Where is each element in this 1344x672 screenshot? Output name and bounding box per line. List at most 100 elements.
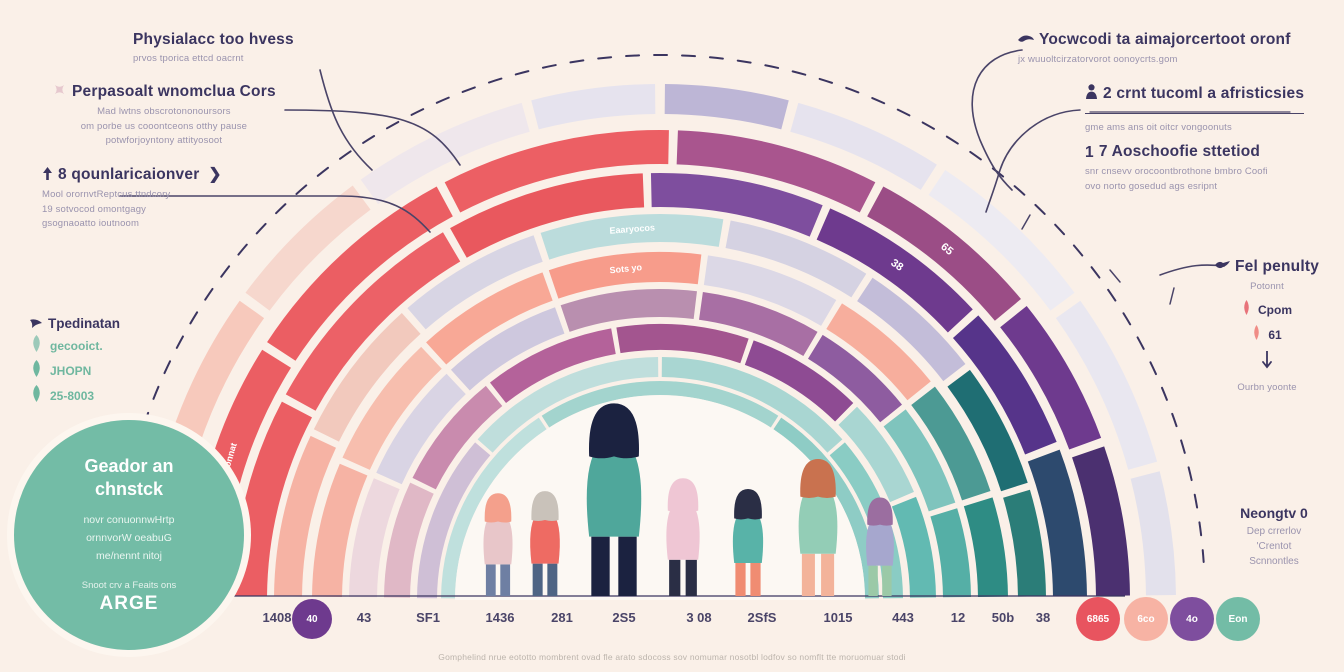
figure-hair bbox=[484, 493, 512, 523]
figure-hair bbox=[734, 489, 762, 520]
axis-tick-label: 43 bbox=[356, 610, 372, 625]
callout-heading: Fel penulty bbox=[1215, 258, 1319, 277]
legend-key-dot[interactable]: 6co bbox=[1124, 597, 1168, 641]
leader-line-2 bbox=[284, 109, 461, 166]
figure-hair bbox=[800, 459, 836, 499]
figure-body bbox=[732, 513, 764, 563]
figure-hair bbox=[531, 491, 559, 522]
arc-segment bbox=[616, 324, 749, 364]
arc-segment bbox=[349, 478, 400, 598]
arc-segment bbox=[725, 220, 867, 298]
person-icon bbox=[1085, 84, 1098, 104]
axis-tick-label: 2SfS bbox=[747, 610, 777, 625]
arc-segment bbox=[1003, 489, 1046, 597]
arc-segment bbox=[891, 496, 936, 598]
callout-physical-harms: Physialacc too hvess prvos tporica ettcd… bbox=[133, 31, 294, 67]
arc-ring-ring-3-light-teal-band: Eaaryocos bbox=[274, 214, 1046, 597]
callout-heading-text: Perpasoalt wnomclua Cors bbox=[72, 83, 276, 100]
arc-segment bbox=[313, 313, 421, 442]
arc-segment bbox=[790, 102, 937, 190]
badge-title: Geador an chnstck bbox=[84, 456, 174, 499]
figure-silhouette bbox=[666, 478, 700, 596]
arc-segment bbox=[947, 369, 1028, 492]
dashed-guide-arc bbox=[115, 54, 1205, 563]
arc-segment bbox=[274, 435, 336, 597]
arc-segment bbox=[376, 373, 466, 485]
arc-ring-ring-6-magenta bbox=[384, 324, 936, 598]
callout-qualification-gap: 8 qounlaricaionver ❯ Mool orornvtReptcus… bbox=[42, 166, 222, 232]
dove-icon bbox=[1215, 259, 1230, 277]
axis-tick-label: 50b bbox=[991, 610, 1015, 625]
figure-silhouette bbox=[586, 403, 642, 596]
figure-body bbox=[866, 519, 894, 566]
axis-marker-dot[interactable]: 40 bbox=[292, 599, 332, 639]
arc-segment bbox=[911, 386, 991, 501]
arc-segment bbox=[342, 346, 442, 470]
mini-legend-label: gecooict. bbox=[50, 339, 103, 353]
arc-segment bbox=[676, 130, 876, 213]
legend-key-dot[interactable]: 4o bbox=[1170, 597, 1214, 641]
petal-icon bbox=[1242, 299, 1251, 320]
side-note-body: Dep crrerlov 'Crentot Scnnontles bbox=[1246, 526, 1302, 567]
arc-ring-outer-dashed-guide bbox=[115, 54, 1205, 563]
arc-segment bbox=[407, 235, 543, 330]
callout-body: Mad lwtns obscrotononoursors om porbe us… bbox=[80, 105, 248, 147]
callout-heading: 8 qounlaricaionver ❯ bbox=[42, 166, 222, 185]
badge-subtitle: novr conuonnwHrtp ornnvorW oeabuG me/nen… bbox=[83, 514, 175, 562]
arc-segment bbox=[360, 102, 530, 205]
figure-hair bbox=[667, 478, 699, 512]
gender-badge: Geador an chnstck novr conuonnwHrtp ornn… bbox=[14, 420, 244, 650]
arc-segment bbox=[531, 84, 656, 130]
figure-silhouette bbox=[798, 459, 838, 596]
callout-heading-text: 2 crnt tucoml a afristicsies bbox=[1103, 85, 1305, 102]
figure-body bbox=[586, 446, 642, 537]
arc-segment bbox=[857, 277, 966, 382]
arc-segment-label: 65 bbox=[938, 241, 955, 258]
arc-segment bbox=[952, 315, 1057, 455]
mini-legend-heading-text: Tpedinatan bbox=[48, 316, 121, 331]
legend-key-dot[interactable]: 6865 bbox=[1076, 597, 1120, 641]
callout-heading-text: Fel penulty bbox=[1235, 258, 1320, 275]
badge-value: ARGE bbox=[99, 592, 159, 614]
callout-heading: Yocwcodi ta aimajorcertoot oronf bbox=[1018, 31, 1291, 50]
arc-segment bbox=[867, 186, 1021, 321]
callout-body: snr cnsevv orocoontbrothone bmbro Coofi … bbox=[1085, 165, 1268, 192]
figure-body bbox=[530, 514, 560, 564]
arc-segment bbox=[699, 291, 818, 356]
arc-segment bbox=[477, 357, 659, 453]
arc-ring-ring-5-lavender bbox=[349, 289, 971, 598]
figure-legs bbox=[669, 559, 697, 596]
footer-caption: Gomphelind nrue eototto mombrent ovad fl… bbox=[438, 652, 906, 662]
fel-penalty-arrow-icon bbox=[1215, 349, 1319, 378]
arc-segment bbox=[1130, 471, 1176, 596]
chevron-right-icon: ❯ bbox=[203, 166, 222, 183]
figure-legs bbox=[868, 565, 892, 596]
figure-silhouette bbox=[483, 493, 513, 596]
arc-segment bbox=[444, 130, 669, 213]
callout-personal-momentum-cost: Perpasoalt wnomclua Cors Mad lwtns obscr… bbox=[52, 82, 276, 149]
arc-segment bbox=[441, 417, 547, 599]
tick-mark-b bbox=[1109, 269, 1121, 283]
legend-key-dot[interactable]: Eon bbox=[1216, 597, 1260, 641]
tick-mark-c bbox=[1021, 214, 1031, 230]
axis-tick-label: 1408 bbox=[262, 610, 292, 625]
mini-legend-row: gecooict. bbox=[30, 335, 120, 357]
wing-icon bbox=[1018, 32, 1034, 50]
fel-penalty-item-list: Cpom 61 bbox=[1215, 299, 1319, 345]
arc-segment bbox=[489, 328, 616, 404]
arc-segment bbox=[826, 303, 931, 401]
arrow-up-icon bbox=[42, 167, 53, 185]
arc-segment bbox=[808, 334, 902, 423]
axis-tick-label: 2S5 bbox=[612, 610, 636, 625]
figure-legs bbox=[735, 563, 761, 596]
leaf-icon bbox=[30, 335, 43, 357]
arc-segment bbox=[426, 272, 553, 365]
callout-body: Potonnt bbox=[1250, 280, 1284, 292]
callout-heading-text: 7 Aoschoofie sttetiod bbox=[1098, 143, 1261, 160]
arc-segment bbox=[744, 340, 854, 422]
fel-penalty-note: Ourbn yoonte bbox=[1237, 381, 1297, 393]
bottom-axis: 1408 43 SF1 1436 281 2S5 3 08 2SfS 1015 443 12 50b 3… bbox=[0, 596, 1344, 641]
callout-divider bbox=[1085, 112, 1305, 114]
